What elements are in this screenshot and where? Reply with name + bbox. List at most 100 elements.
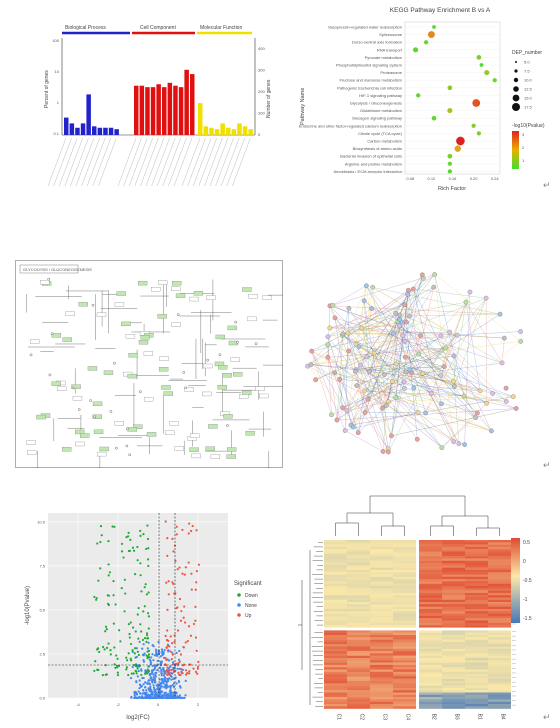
heatmap-cell bbox=[347, 683, 370, 686]
compound-node bbox=[139, 390, 142, 393]
heatmap-cell bbox=[324, 699, 347, 702]
clustered-heatmap: C1 C2 C3 C4 B2 B3 B1 B4 0.5 0 -0.5 -1 -1.5 bbox=[298, 495, 532, 721]
heatmap-cell bbox=[347, 701, 370, 705]
volcano-point-down bbox=[147, 547, 150, 550]
heatmap-cell bbox=[465, 678, 488, 682]
interaction-edge bbox=[329, 327, 505, 339]
heatmap-cell bbox=[419, 597, 442, 600]
heatmap-cell bbox=[324, 558, 347, 561]
go-term-label-line bbox=[162, 137, 182, 187]
kegg-dot bbox=[492, 78, 497, 83]
interaction-edge bbox=[353, 308, 372, 428]
volcano-point-none bbox=[156, 659, 159, 662]
heatmap-cell bbox=[442, 676, 465, 679]
volcano-point-down bbox=[147, 615, 151, 618]
heatmap-cell bbox=[488, 602, 511, 605]
enzyme-box bbox=[65, 311, 75, 316]
volcano-point-up bbox=[166, 537, 169, 540]
heatmap-cell bbox=[442, 667, 465, 670]
heatmap-cell bbox=[419, 611, 442, 614]
go-bar bbox=[75, 127, 80, 135]
heatmap-cell bbox=[393, 635, 416, 638]
enzyme-box bbox=[71, 384, 81, 389]
heatmap-cell bbox=[347, 678, 370, 682]
kegg-size-legend-dot bbox=[512, 103, 520, 111]
kegg-dot bbox=[476, 55, 482, 60]
heatmap-cell bbox=[370, 653, 393, 656]
volcano-point-none bbox=[149, 693, 152, 696]
heatmap-cell bbox=[324, 651, 347, 654]
interaction-edge bbox=[331, 388, 405, 415]
volcano-point-up bbox=[179, 653, 183, 656]
go-y-right-tick: 200 bbox=[258, 89, 265, 94]
volcano-point-down bbox=[136, 650, 139, 654]
heatmap-cell bbox=[419, 620, 442, 623]
interaction-edge bbox=[356, 366, 445, 370]
enzyme-box bbox=[161, 385, 171, 390]
heatmap-cell bbox=[442, 618, 465, 621]
heatmap-cell bbox=[442, 546, 465, 550]
heatmap-cell bbox=[324, 660, 347, 663]
volcano-point-none bbox=[151, 644, 154, 647]
enzyme-box bbox=[51, 333, 62, 338]
protein-node bbox=[518, 339, 524, 344]
heatmap-cell bbox=[347, 553, 370, 557]
heatmap-cell bbox=[370, 574, 393, 577]
interaction-edge bbox=[374, 274, 435, 354]
protein-node bbox=[362, 410, 368, 415]
kegg-dot bbox=[472, 99, 481, 107]
go-bar bbox=[178, 87, 184, 135]
volcano-point-down bbox=[134, 630, 137, 633]
heatmap-cell bbox=[488, 588, 511, 591]
protein-node bbox=[397, 317, 402, 322]
heatmap-cell bbox=[393, 662, 416, 666]
heatmap-cell bbox=[370, 637, 393, 640]
heatmap-cell bbox=[465, 611, 488, 614]
heatmap-cell bbox=[419, 602, 442, 605]
heatmap-cell bbox=[442, 586, 465, 589]
heatmap-col-label: C2 bbox=[359, 714, 365, 721]
volcano-y-tick: 7.5 bbox=[39, 563, 45, 568]
interaction-edge bbox=[329, 304, 405, 329]
heatmap-cell bbox=[465, 676, 488, 679]
protein-node bbox=[503, 399, 509, 404]
volcano-point-down bbox=[139, 623, 142, 626]
volcano-point-down bbox=[111, 525, 114, 528]
interaction-edge bbox=[345, 412, 419, 431]
volcano-point-down bbox=[134, 656, 137, 659]
kegg-color-legend-tick: 2 bbox=[522, 145, 525, 150]
heatmap-cell bbox=[488, 558, 511, 561]
volcano-point-none bbox=[151, 680, 154, 683]
interaction-edge bbox=[364, 300, 407, 372]
heatmap-cell bbox=[347, 597, 370, 600]
volcano-point-up bbox=[192, 667, 195, 670]
heatmap-cell bbox=[442, 572, 465, 575]
protein-node bbox=[380, 405, 385, 411]
heatmap-cell bbox=[393, 546, 416, 550]
heatmap-cell bbox=[393, 574, 416, 577]
heatmap-cell bbox=[465, 560, 488, 564]
kegg-size-legend-title: DEP_number bbox=[512, 50, 542, 56]
heatmap-cell bbox=[347, 658, 370, 661]
heatmap-cell bbox=[419, 671, 442, 675]
volcano-point-down bbox=[115, 654, 118, 657]
volcano-point-none bbox=[160, 668, 163, 671]
heatmap-cell bbox=[419, 635, 442, 638]
heatmap-cell bbox=[393, 599, 416, 603]
heatmap-cell bbox=[393, 606, 416, 610]
heatmap-cell bbox=[347, 540, 370, 543]
volcano-x-tick: -4 bbox=[76, 702, 80, 707]
interaction-edge bbox=[327, 304, 405, 337]
heatmap-cell bbox=[324, 560, 347, 564]
heatmap-cell bbox=[347, 544, 370, 548]
volcano-point-down bbox=[95, 596, 98, 600]
volcano-point-none bbox=[154, 681, 157, 684]
heatmap-cell bbox=[347, 660, 370, 663]
heatmap-cell bbox=[442, 588, 465, 591]
heatmap-cell bbox=[488, 704, 511, 707]
kegg-pathway-label: HIF-1 signaling pathway bbox=[359, 93, 402, 98]
kegg-x-label: Rich Factor bbox=[438, 186, 466, 192]
protein-node bbox=[370, 284, 376, 290]
interaction-edge bbox=[441, 403, 487, 448]
heatmap-cell bbox=[393, 618, 416, 621]
